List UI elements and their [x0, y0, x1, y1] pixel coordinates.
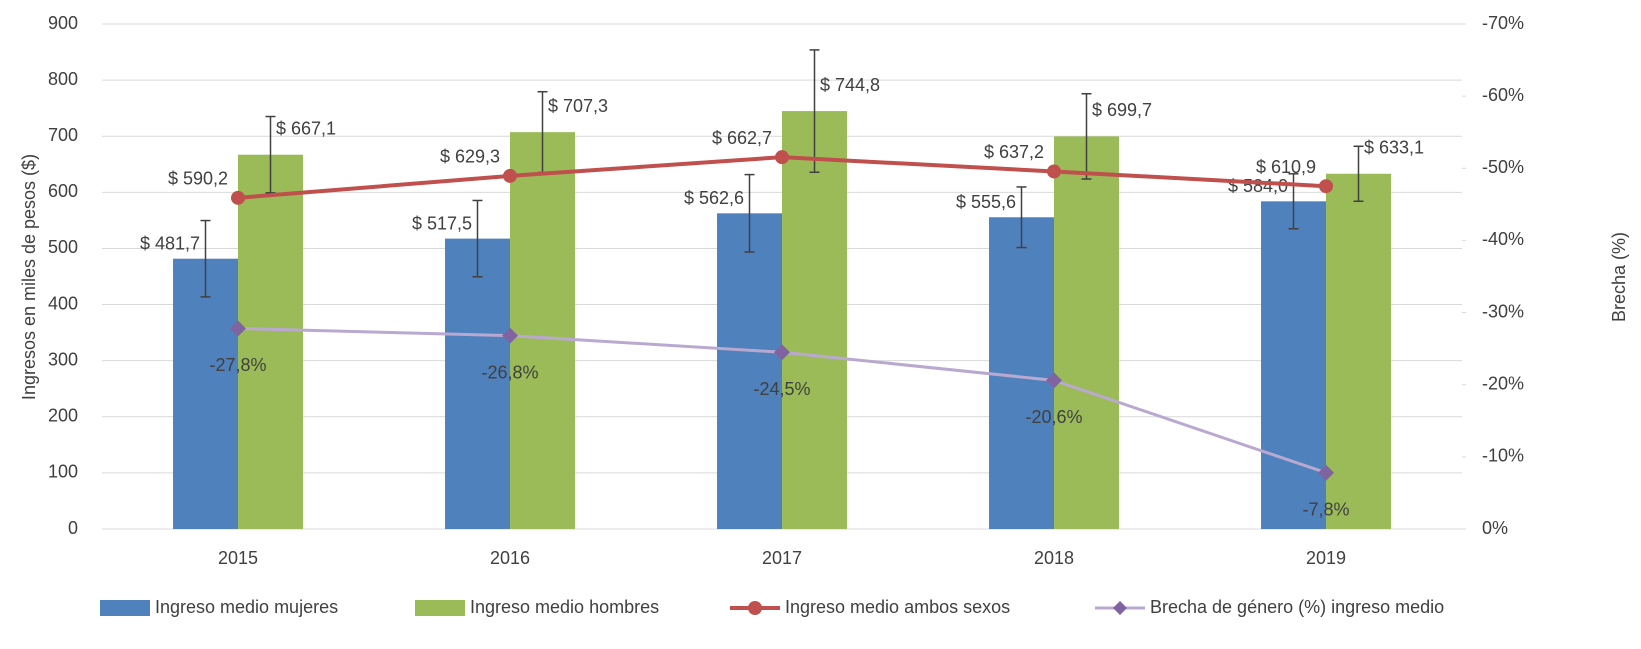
bar	[717, 213, 782, 529]
x-tick-label: 2015	[218, 548, 258, 568]
marker	[231, 190, 245, 205]
y2-tick-label: -20%	[1482, 373, 1524, 393]
bar	[445, 238, 510, 529]
data-label: $ 555,6	[956, 192, 1016, 212]
data-label: $ 610,9	[1256, 157, 1316, 177]
bar	[173, 258, 238, 529]
marker	[1047, 164, 1061, 179]
marker	[502, 327, 518, 344]
bar	[1326, 173, 1391, 529]
marker	[774, 344, 790, 361]
data-label: $ 744,8	[820, 75, 880, 95]
y-tick-label: 800	[48, 69, 78, 89]
legend-swatch	[415, 600, 465, 616]
legend-label: Ingreso medio ambos sexos	[785, 597, 1010, 617]
x-tick-label: 2017	[762, 548, 802, 568]
error-bar	[200, 219, 211, 298]
y-tick-label: 500	[48, 237, 78, 257]
y2-tick-label: -60%	[1482, 85, 1524, 105]
bar	[1054, 136, 1119, 529]
bar	[782, 111, 847, 529]
data-label: $ 662,7	[712, 128, 772, 148]
data-label: $ 517,5	[412, 213, 472, 233]
y-tick-label: 700	[48, 125, 78, 145]
marker	[230, 320, 246, 337]
data-label: $ 590,2	[168, 169, 228, 189]
data-label: $ 481,7	[140, 233, 200, 253]
marker	[775, 150, 789, 165]
data-label: $ 667,1	[276, 118, 336, 138]
y2-tick-label: 0%	[1482, 518, 1508, 538]
error-bar	[1353, 145, 1364, 203]
y2-tick-label: -10%	[1482, 446, 1524, 466]
legend-label: Ingreso medio mujeres	[155, 597, 338, 617]
y-tick-label: 900	[48, 13, 78, 33]
bar	[238, 154, 303, 529]
data-label: -24,5%	[753, 379, 810, 399]
bar	[989, 217, 1054, 529]
error-bar	[809, 49, 820, 173]
y2-tick-label: -30%	[1482, 301, 1524, 321]
data-label: -20,6%	[1025, 407, 1082, 427]
marker	[503, 168, 517, 183]
legend-swatch	[100, 600, 150, 616]
data-label: $ 562,6	[684, 188, 744, 208]
error-bar	[1081, 92, 1092, 180]
error-bar	[1016, 186, 1027, 249]
marker	[1046, 372, 1062, 389]
bar	[510, 132, 575, 530]
legend-label: Ingreso medio hombres	[470, 597, 659, 617]
data-label: -27,8%	[209, 355, 266, 375]
legend-marker	[748, 601, 762, 615]
marker	[1319, 179, 1333, 194]
y2-axis-label: Brecha (%)	[1609, 232, 1629, 322]
marker	[1318, 464, 1334, 481]
data-label: $ 584,0	[1228, 176, 1288, 196]
y-tick-label: 0	[68, 518, 78, 538]
error-bar	[472, 199, 483, 278]
y2-tick-label: -40%	[1482, 229, 1524, 249]
y2-tick-label: -50%	[1482, 157, 1524, 177]
y-tick-label: 600	[48, 181, 78, 201]
y-tick-label: 200	[48, 406, 78, 426]
y-tick-label: 400	[48, 293, 78, 313]
data-label: -7,8%	[1302, 499, 1349, 519]
error-bar	[744, 173, 755, 253]
y-axis-label: Ingresos en miles de pesos ($)	[19, 154, 39, 400]
error-bar	[265, 115, 276, 194]
legend-label: Brecha de género (%) ingreso medio	[1150, 597, 1444, 617]
data-label: $ 629,3	[440, 147, 500, 167]
legend-marker	[1113, 601, 1127, 615]
x-tick-label: 2019	[1306, 548, 1346, 568]
x-tick-label: 2018	[1034, 548, 1074, 568]
y-tick-label: 300	[48, 349, 78, 369]
data-label: -26,8%	[481, 362, 538, 382]
data-label: $ 637,2	[984, 142, 1044, 162]
x-tick-label: 2016	[490, 548, 530, 568]
y-tick-label: 100	[48, 462, 78, 482]
y2-tick-label: -70%	[1482, 13, 1524, 33]
data-label: $ 707,3	[548, 96, 608, 116]
data-label: $ 699,7	[1092, 100, 1152, 120]
bar	[1261, 201, 1326, 530]
data-label: $ 633,1	[1364, 138, 1424, 158]
